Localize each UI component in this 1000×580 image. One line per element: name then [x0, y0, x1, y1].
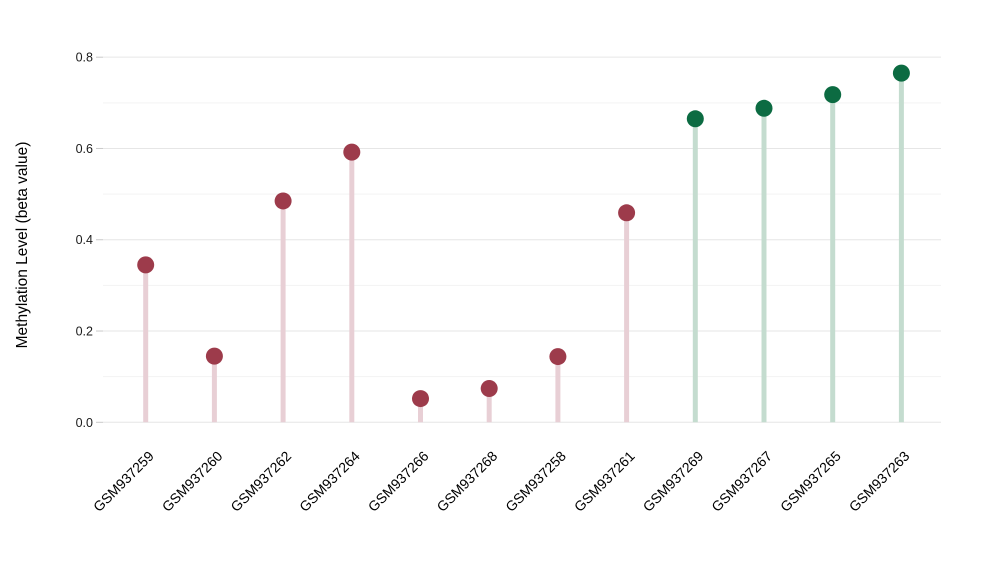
x-tick-label: GSM937264 — [296, 448, 363, 515]
x-tick-label: GSM937259 — [90, 448, 157, 515]
x-tick-label: GSM937262 — [227, 448, 294, 515]
gridlines — [103, 56, 941, 423]
x-tick-label: GSM937268 — [433, 448, 500, 515]
y-tick-label: 0.6 — [76, 142, 93, 156]
x-tick-label: GSM937266 — [365, 448, 432, 515]
lollipop-dot — [137, 256, 155, 274]
x-tick-label: GSM937267 — [708, 448, 775, 515]
lollipop-dot — [824, 86, 842, 104]
lollipop-dot — [618, 204, 636, 222]
x-tick-label: GSM937261 — [571, 448, 638, 515]
lollipop-dot — [274, 192, 292, 210]
y-tick-label: 0.0 — [76, 416, 93, 430]
x-axis-sample-labels: GSM937259 GSM937260 GSM937262 GSM937264 GSM9… — [90, 448, 913, 515]
lollipop-dot — [205, 347, 223, 365]
lollipop-dots — [137, 64, 910, 408]
lollipop-dot — [480, 380, 498, 398]
lollipop-dot — [549, 348, 567, 366]
y-axis-title: Methylation Level (beta value) — [14, 142, 31, 349]
x-tick-label: GSM937269 — [640, 448, 707, 515]
x-tick-label: GSM937263 — [846, 448, 913, 515]
lollipop-stems — [143, 73, 904, 423]
y-tick-label: 0.8 — [76, 51, 93, 65]
x-tick-label: GSM937258 — [502, 448, 569, 515]
lollipop-dot — [686, 110, 704, 128]
y-tick-label: 0.4 — [76, 233, 93, 247]
y-tick-label: 0.2 — [76, 325, 93, 339]
x-tick-label: GSM937265 — [777, 448, 844, 515]
lollipop-dot — [412, 390, 429, 408]
lollipop-dot — [892, 64, 910, 82]
lollipop-dot — [343, 143, 361, 161]
x-tick-label: GSM937260 — [159, 448, 226, 515]
lollipop-dot — [755, 99, 773, 117]
y-axis-tick-labels: 0.0 0.2 0.4 0.6 0.8 — [76, 51, 103, 430]
